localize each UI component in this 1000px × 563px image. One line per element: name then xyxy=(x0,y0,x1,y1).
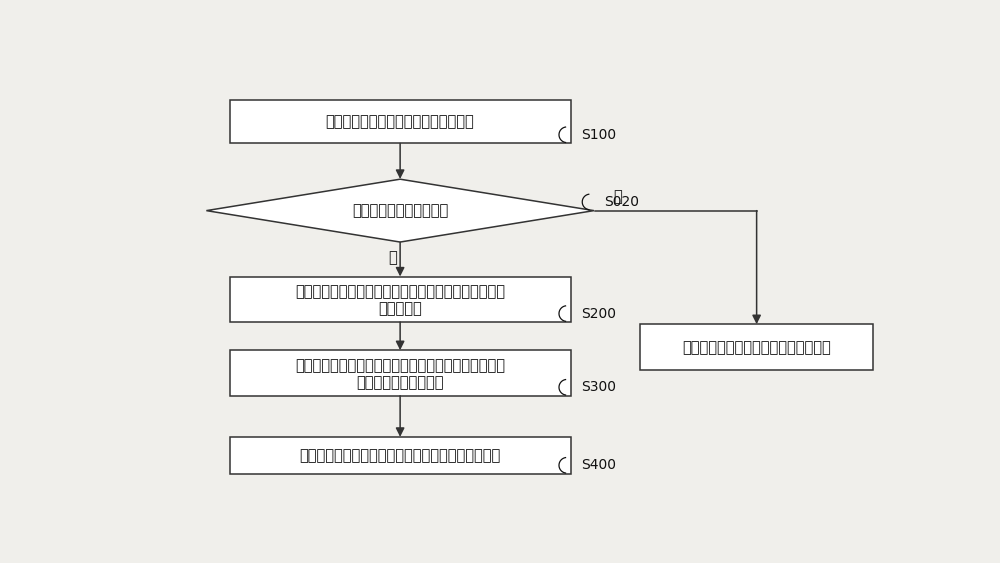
FancyBboxPatch shape xyxy=(230,277,571,322)
Text: 判断云端服务器是否可用: 判断云端服务器是否可用 xyxy=(352,203,448,218)
Text: 联系维修人员对空气能热水器进行维修: 联系维修人员对空气能热水器进行维修 xyxy=(682,339,831,355)
FancyBboxPatch shape xyxy=(230,437,571,474)
Text: S100: S100 xyxy=(581,128,616,142)
Text: 接收并运行云端服务器返回的自检程序，提示使用者对: 接收并运行云端服务器返回的自检程序，提示使用者对 xyxy=(295,358,505,373)
Text: 根据接收到的停止自检信息，控制停止运行自检程序: 根据接收到的停止自检信息，控制停止运行自检程序 xyxy=(300,448,501,463)
FancyBboxPatch shape xyxy=(230,100,571,144)
Text: S200: S200 xyxy=(581,307,616,320)
Text: 是: 是 xyxy=(388,250,397,265)
Polygon shape xyxy=(206,179,594,242)
Text: S300: S300 xyxy=(581,380,616,394)
Text: 将故障信息发送给云端服务器，使云端服务器对故障信: 将故障信息发送给云端服务器，使云端服务器对故障信 xyxy=(295,284,505,299)
Text: 空气能热水器进行检测: 空气能热水器进行检测 xyxy=(356,375,444,390)
Text: 否: 否 xyxy=(613,189,622,204)
FancyBboxPatch shape xyxy=(640,324,873,370)
FancyBboxPatch shape xyxy=(230,350,571,396)
Text: 息进行分析: 息进行分析 xyxy=(378,302,422,316)
Text: 接收空气能热水器运行故障的故障信息: 接收空气能热水器运行故障的故障信息 xyxy=(326,114,475,129)
Text: S020: S020 xyxy=(604,195,639,209)
Text: S400: S400 xyxy=(581,458,616,472)
